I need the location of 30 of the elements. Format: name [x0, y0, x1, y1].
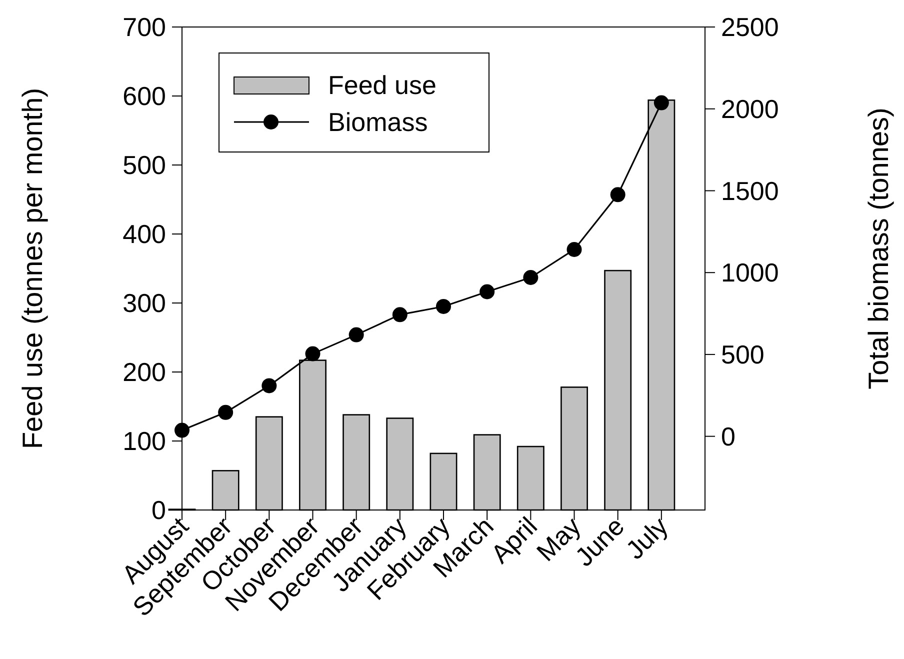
- y2-tick-label: 2000: [721, 94, 779, 124]
- y2-tick-label: 500: [721, 340, 764, 370]
- y2-tick-label: 2500: [721, 12, 779, 42]
- y-tick-label: 400: [122, 219, 166, 250]
- point: [348, 327, 364, 342]
- y2-tick-label: 0: [721, 421, 736, 452]
- y-tick-label: 700: [122, 12, 166, 42]
- point: [566, 242, 582, 258]
- legend-label: Biomass: [328, 107, 428, 138]
- point: [654, 95, 669, 110]
- y2-tick-label: 1500: [721, 176, 779, 206]
- point: [218, 404, 234, 420]
- legend-label: Feed use: [328, 70, 436, 100]
- y-axis-title: Feed use (tonnes per month): [17, 88, 48, 450]
- point: [436, 298, 451, 314]
- y-tick-label: 200: [122, 357, 166, 388]
- point: [610, 187, 626, 202]
- y-tick-label: 300: [122, 288, 166, 318]
- point: [480, 284, 495, 300]
- y-tick-label: 500: [122, 150, 166, 180]
- y2-axis-title: Total biomass (tonnes): [863, 108, 894, 390]
- y2-tick-label: 1000: [721, 258, 779, 288]
- point: [174, 422, 190, 438]
- y-tick-label: 100: [122, 426, 166, 456]
- y-tick-label: 0: [152, 495, 166, 526]
- point: [523, 270, 538, 286]
- point: [262, 378, 277, 394]
- y-tick-label: 600: [122, 81, 166, 112]
- point: [305, 346, 320, 362]
- point: [392, 307, 408, 322]
